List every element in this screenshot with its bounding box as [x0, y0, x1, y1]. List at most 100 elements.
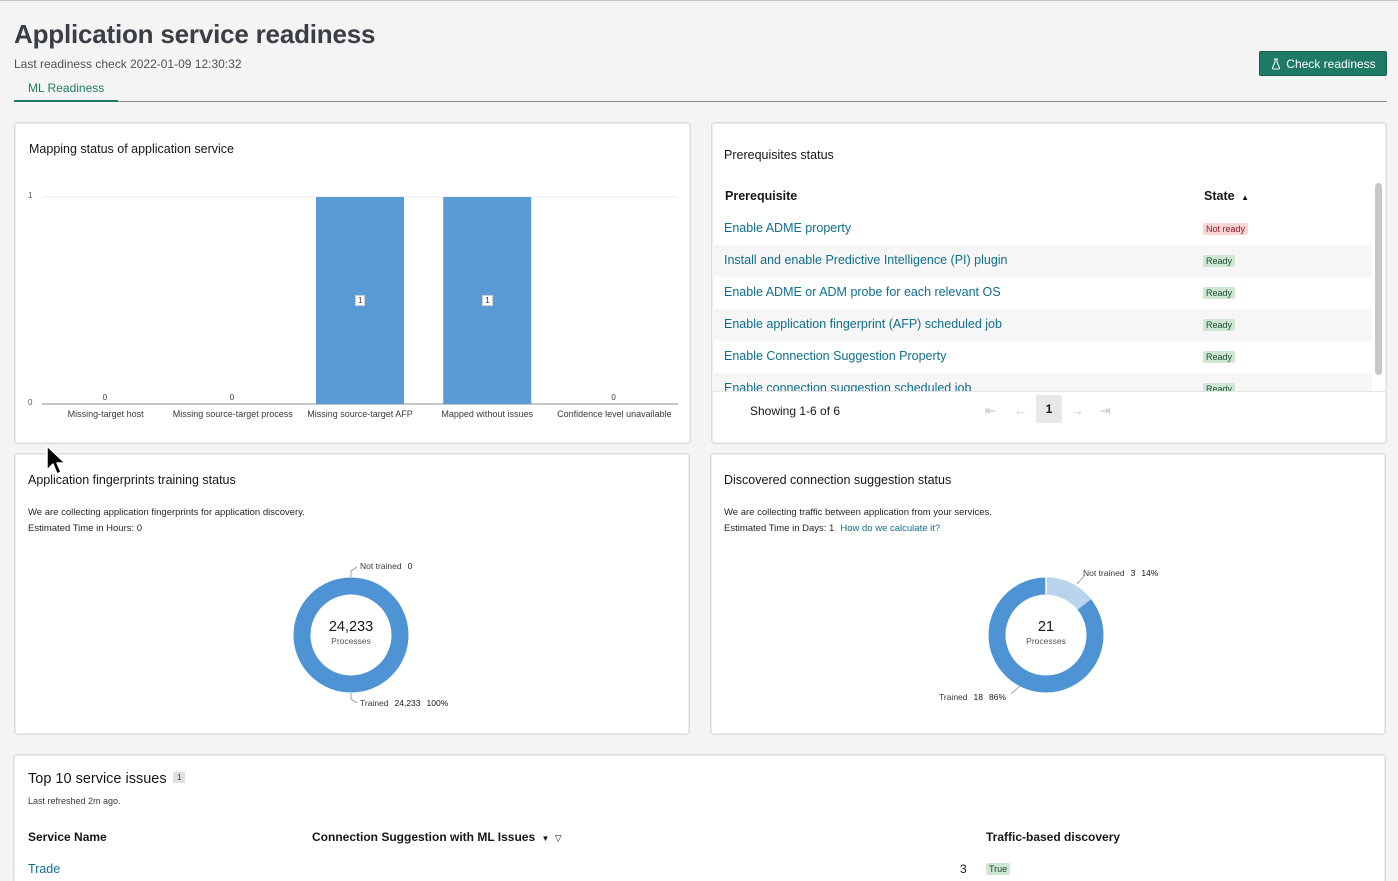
conn-center-label: Processes: [1026, 636, 1066, 646]
scrollbar[interactable]: [1375, 183, 1382, 375]
page-title: Application service readiness: [14, 19, 376, 49]
col-header-state[interactable]: State ▲: [1204, 189, 1249, 203]
prerequisite-row: Enable application fingerprint (AFP) sch…: [712, 309, 1372, 341]
afp-description: We are collecting application fingerprin…: [28, 507, 305, 518]
conn-trained-callout: Trained 18 86%: [939, 692, 1006, 702]
connection-suggestion-header-label: Connection Suggestion with ML Issues: [312, 830, 536, 844]
bar-value-label: 0: [102, 393, 108, 402]
y-tick-label: 0: [28, 398, 33, 407]
state-header-label: State: [1204, 189, 1235, 203]
bottle-icon: [1272, 58, 1281, 69]
state-tag: Ready: [1203, 319, 1236, 331]
mapping-status-title: Mapping status of application service: [29, 142, 234, 156]
conn-estimated-time: Estimated Time in Days: 1 How do we calcu…: [724, 523, 940, 534]
prerequisites-title: Prerequisites status: [724, 148, 834, 162]
pagination-showing: Showing 1-6 of 6: [750, 404, 841, 418]
conn-not-trained-value: 3: [1130, 568, 1136, 578]
tab-ml-readiness[interactable]: ML Readiness: [14, 77, 119, 102]
afp-estimated-time: Estimated Time in Hours: 0: [28, 523, 143, 534]
traffic-discovery-tag: True: [986, 863, 1011, 875]
conn-callout-line-bottom: [1010, 684, 1022, 695]
service-issues-title: Top 10 service issues: [28, 771, 167, 787]
afp-trained-callout: Trained 24,233 100%: [360, 698, 448, 708]
prerequisite-row: Enable connection suggestion scheduled j…: [712, 373, 1372, 391]
mouse-cursor-icon: [46, 445, 66, 475]
state-tag: Ready: [1203, 255, 1236, 267]
conn-not-trained-pct: 14%: [1141, 568, 1159, 578]
conn-estimated-time-text: Estimated Time in Days: 1: [724, 523, 835, 534]
prerequisite-row: Enable ADME property Not ready: [712, 213, 1372, 245]
afp-not-trained-label: Not trained: [360, 561, 402, 571]
sort-descending-icon[interactable]: ▼: [541, 834, 550, 843]
col-header-traffic-discovery[interactable]: Traffic-based discovery: [986, 830, 1121, 844]
current-page[interactable]: 1: [1036, 395, 1062, 423]
conn-center-value: 21: [1037, 619, 1055, 635]
conn-trained-pct: 86%: [988, 692, 1006, 702]
state-tag: Ready: [1203, 351, 1236, 363]
last-refreshed-text: Last refreshed 2m ago.: [28, 796, 121, 806]
sort-ascending-icon: ▲: [1241, 193, 1249, 202]
prerequisite-link[interactable]: Install and enable Predictive Intelligen…: [724, 253, 1008, 267]
bar-value-label: 0: [611, 393, 616, 402]
check-readiness-label: Check readiness: [1286, 56, 1376, 71]
previous-page-icon[interactable]: ←: [1014, 403, 1027, 418]
conn-donut-chart: [988, 574, 1104, 695]
y-tick-label: 1: [28, 191, 33, 200]
connection-suggestion-title: Discovered connection suggestion status: [724, 473, 952, 487]
how-calculate-link[interactable]: How do we calculate it?: [840, 523, 941, 534]
prerequisite-link[interactable]: Enable connection suggestion scheduled j…: [724, 381, 972, 391]
conn-trained-value: 18: [973, 692, 983, 702]
conn-not-trained-label: Not trained: [1083, 568, 1125, 578]
x-tick-label: Missing source-target process: [172, 409, 293, 419]
prerequisite-link[interactable]: Enable ADME or ADM probe for each releva…: [724, 285, 1001, 299]
bar-value-label: 0: [229, 393, 235, 402]
x-tick-label: Missing-target host: [67, 409, 144, 419]
afp-donut-trained: [293, 577, 409, 693]
state-tag: Ready: [1203, 383, 1236, 391]
x-tick-label: Missing source-target AFP: [307, 409, 413, 419]
prerequisite-row: Enable Connection Suggestion Property Rea…: [712, 341, 1372, 373]
col-header-connection-suggestion[interactable]: Connection Suggestion with ML Issues ▼ ▽: [312, 830, 562, 844]
service-name-link[interactable]: Trade: [28, 862, 61, 876]
x-tick-label: Mapped without issues: [441, 409, 533, 419]
afp-center-label: Processes: [331, 636, 371, 646]
next-page-icon[interactable]: →: [1071, 403, 1084, 418]
prerequisite-row: Enable ADME or ADM probe for each releva…: [712, 277, 1372, 309]
mapping-status-card: Mapping status of application service 0 1…: [14, 122, 691, 444]
x-tick-label: Confidence level unavailable: [557, 409, 672, 419]
mapping-status-chart: [42, 196, 678, 405]
afp-trained-label: Trained: [360, 698, 389, 708]
col-header-service-name[interactable]: Service Name: [28, 830, 107, 844]
conn-trained-label: Trained: [939, 692, 968, 702]
prerequisites-card: Prerequisites status Prerequisite State …: [711, 122, 1387, 444]
issues-count-cell: 3: [960, 862, 967, 876]
prerequisites-list: Enable ADME property Not ready Install and…: [712, 213, 1372, 391]
last-check-text: Last readiness check 2022-01-09 12:30:32: [14, 57, 242, 71]
conn-callout-line-top: [1076, 574, 1086, 585]
prerequisite-link[interactable]: Enable application fingerprint (AFP) sch…: [724, 317, 1002, 331]
afp-not-trained-callout: Not trained 0: [360, 561, 412, 571]
afp-training-title: Application fingerprints training status: [28, 473, 236, 487]
afp-training-card: Application fingerprints training status…: [14, 453, 690, 735]
afp-donut-chart: [293, 566, 409, 704]
issues-count-badge: 1: [173, 772, 186, 783]
prerequisite-link[interactable]: Enable ADME property: [724, 221, 852, 235]
connection-suggestion-card: Discovered connection suggestion status …: [710, 453, 1386, 735]
tab-bar: ML Readiness: [14, 77, 1387, 102]
service-issues-card: Top 10 service issues 1 Last refreshed 2…: [13, 754, 1386, 881]
pagination-divider: [712, 391, 1386, 392]
prerequisite-row: Install and enable Predictive Intelligen…: [712, 245, 1372, 277]
bar-value-label: 1: [355, 294, 366, 306]
check-readiness-button[interactable]: Check readiness: [1259, 51, 1387, 76]
state-tag: Ready: [1203, 287, 1236, 299]
prerequisite-link[interactable]: Enable Connection Suggestion Property: [724, 349, 947, 363]
col-header-prerequisite[interactable]: Prerequisite: [725, 189, 798, 203]
conn-not-trained-callout: Not trained 3 14%: [1083, 568, 1158, 578]
bar-value-label: 1: [482, 294, 493, 306]
afp-not-trained-value: 0: [407, 561, 413, 571]
last-page-icon[interactable]: ⇥: [1100, 403, 1111, 418]
filter-icon[interactable]: ▽: [554, 833, 562, 843]
first-page-icon[interactable]: ⇤: [985, 403, 996, 418]
afp-trained-value: 24,233: [394, 698, 421, 708]
state-tag: Not ready: [1203, 223, 1249, 235]
